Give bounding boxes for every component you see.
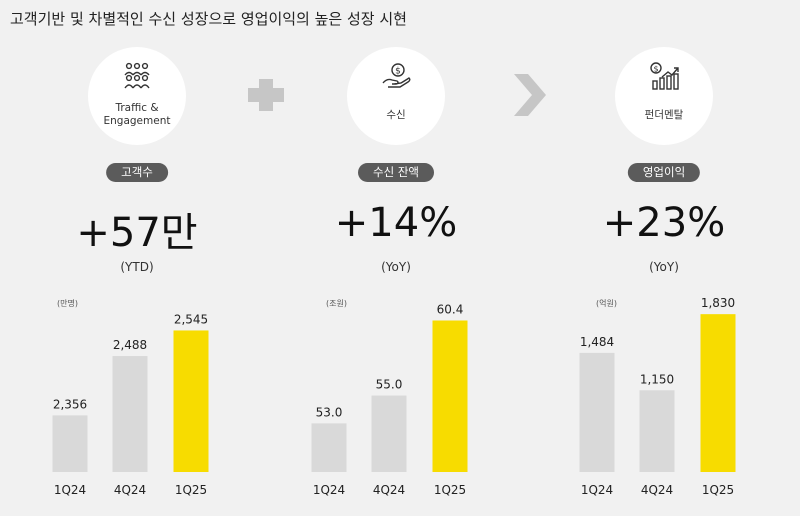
metric-period: (YTD): [120, 260, 154, 274]
icon-label: Engagement: [103, 115, 171, 127]
icon-circle: Traffic & Engagement: [88, 47, 186, 145]
bar-4q24: [371, 395, 407, 472]
icon-label: 수신: [386, 109, 406, 121]
bar-4q24: [639, 390, 675, 472]
growth-chart-icon: $: [650, 62, 679, 90]
svg-text:$: $: [653, 64, 658, 73]
icon-label: Traffic &: [115, 102, 159, 114]
data-label: 2,545: [174, 312, 208, 326]
data-label: 1,830: [701, 296, 735, 310]
bar-1q24: [311, 423, 347, 472]
category-label: 4Q24: [373, 483, 405, 497]
plus-icon: [248, 79, 284, 111]
data-label: 2,488: [113, 338, 147, 352]
chevron-right-icon: [514, 74, 546, 116]
bar-1q24: [52, 415, 88, 472]
panel-customers: Traffic & Engagement 고객수 +57만 (YTD) (만명)…: [37, 0, 237, 516]
metric-pill: 영업이익: [627, 163, 701, 182]
people-icon: [124, 62, 150, 89]
page-title: 고객기반 및 차별적인 수신 성장으로 영업이익의 높은 성장 시현: [10, 10, 407, 28]
category-label: 1Q24: [54, 483, 86, 497]
metric-value: +23%: [602, 200, 726, 246]
metric-value: +57만: [76, 210, 198, 256]
icon-circle: $ 수신: [347, 47, 445, 145]
icon-circle: $ 펀더멘탈: [615, 47, 713, 145]
icon-label: 펀더멘탈: [644, 109, 684, 121]
category-label: 1Q24: [313, 483, 345, 497]
data-label: 2,356: [53, 397, 87, 411]
data-label: 60.4: [437, 303, 464, 317]
unit-label: (조원): [326, 299, 347, 308]
operating-profit-chart: 1,484 1Q24 1,150 4Q24 1,830 1Q25: [579, 296, 736, 497]
category-label: 4Q24: [641, 483, 673, 497]
money-hand-icon: $: [382, 63, 411, 88]
deposits-chart: 53.0 1Q24 55.0 4Q24 60.4 1Q25: [311, 303, 468, 497]
bar-1q25: [432, 320, 468, 472]
bar-1q25: [700, 314, 736, 472]
data-label: 1,484: [580, 335, 614, 349]
metric-period: (YoY): [649, 260, 679, 274]
bar-1q24: [579, 352, 615, 472]
svg-text:$: $: [395, 67, 401, 77]
category-label: 1Q25: [434, 483, 466, 497]
customers-chart: 2,356 1Q24 2,488 4Q24 2,545 1Q25: [52, 312, 209, 497]
metric-period: (YoY): [381, 260, 411, 274]
category-label: 1Q25: [175, 483, 207, 497]
panel-operating-profit: $ 펀더멘탈 영업이익 +23% (YoY) (억원) 1,484 1Q24 1,1…: [564, 0, 764, 516]
panel-deposits: $ 수신 수신 잔액 +14% (YoY) (조원) 53.0 1Q24 55.0 4…: [296, 0, 496, 516]
unit-label: (만명): [57, 299, 78, 308]
metric-pill: 고객수: [106, 163, 168, 182]
category-label: 4Q24: [114, 483, 146, 497]
data-label: 55.0: [376, 378, 403, 392]
bar-1q25: [173, 330, 209, 472]
data-label: 1,150: [640, 372, 674, 386]
metric-pill: 수신 잔액: [358, 163, 434, 182]
metric-value: +14%: [334, 200, 458, 246]
category-label: 1Q25: [702, 483, 734, 497]
bar-4q24: [112, 356, 148, 472]
unit-label: (억원): [596, 299, 617, 308]
category-label: 1Q24: [581, 483, 613, 497]
data-label: 53.0: [316, 405, 343, 419]
